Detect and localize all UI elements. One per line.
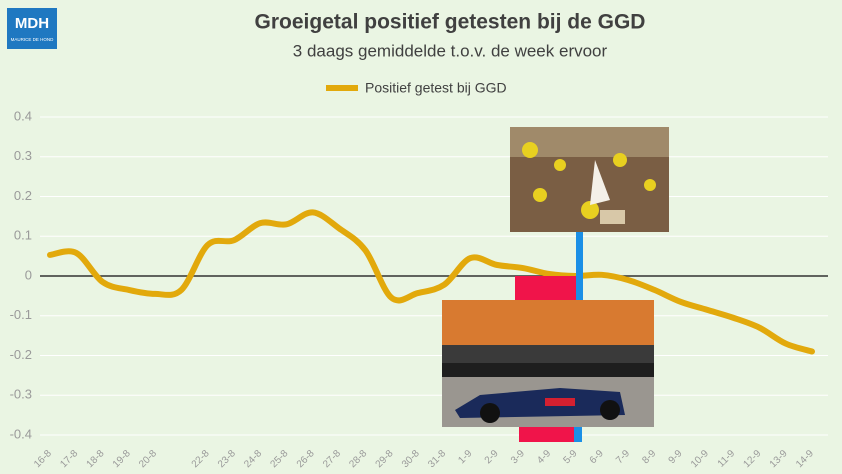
legend-label: Positief getest bij GGD	[365, 80, 507, 96]
photo-crowd-orange	[510, 127, 669, 232]
logo	[7, 8, 57, 49]
y-tick-label: 0.3	[14, 148, 32, 163]
event-marker	[515, 276, 578, 300]
y-tick-label: 0.1	[14, 228, 32, 243]
logo-title: MDH	[15, 15, 49, 32]
y-tick-label: 0.2	[14, 188, 32, 203]
y-tick-label: 0	[25, 267, 32, 282]
y-tick-label: -0.4	[10, 426, 32, 441]
y-tick-label: -0.2	[10, 347, 32, 362]
event-marker	[519, 427, 575, 442]
chart-title: Groeigetal positief getesten bij de GGD	[255, 11, 646, 34]
y-tick-label: -0.1	[10, 307, 32, 322]
y-tick-label: -0.3	[10, 387, 32, 402]
event-marker	[574, 427, 582, 442]
logo-subtitle: MAURICE DE HOND	[11, 37, 55, 42]
photo-f1	[442, 300, 654, 427]
event-marker	[576, 232, 583, 300]
chart-subtitle: 3 daags gemiddelde t.o.v. de week ervoor	[293, 41, 608, 60]
y-tick-label: 0.4	[14, 108, 32, 123]
data-line	[47, 209, 815, 355]
